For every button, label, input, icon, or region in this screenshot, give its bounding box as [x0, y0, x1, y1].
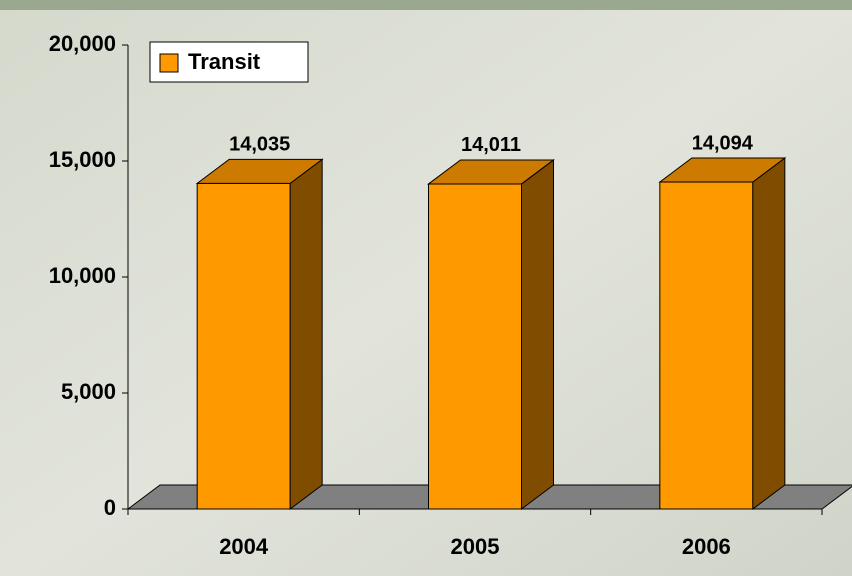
y-tick-label: 0: [104, 495, 116, 520]
bar-side: [521, 158, 554, 510]
photo-strip: [0, 0, 852, 10]
y-tick-label: 10,000: [49, 263, 116, 288]
value-label: 14,011: [461, 134, 521, 156]
legend-label: Transit: [188, 49, 261, 74]
x-tick-label: 2004: [219, 534, 269, 559]
bar-front: [196, 182, 291, 510]
bar-front: [428, 183, 522, 510]
bar-front: [659, 181, 754, 510]
bar-top: [427, 159, 555, 185]
y-tick-label: 15,000: [49, 147, 116, 172]
legend-swatch: [159, 53, 179, 73]
x-tick-label: 2005: [451, 534, 500, 559]
value-label: 14,094: [692, 132, 754, 154]
bar-top: [195, 158, 324, 184]
y-tick-label: 20,000: [49, 31, 116, 56]
bar-side: [289, 158, 323, 510]
x-tick-label: 2006: [682, 534, 731, 559]
value-label: 14,035: [229, 134, 290, 156]
bar-top: [658, 157, 787, 183]
bar-side: [752, 157, 786, 510]
y-tick-label: 5,000: [61, 379, 116, 404]
